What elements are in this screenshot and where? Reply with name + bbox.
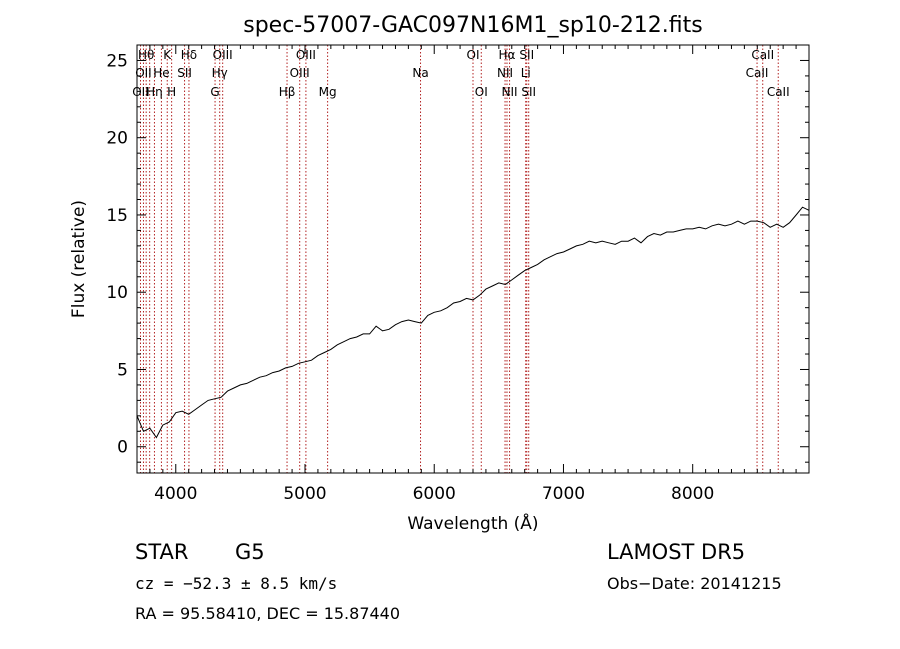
line-label-6: K <box>163 48 172 62</box>
object-subclass: G5 <box>235 540 265 564</box>
line-label-18: OI <box>467 48 480 62</box>
chart-title: spec-57007-GAC097N16M1_sp10-212.fits <box>243 13 703 38</box>
spectral-line-labels: OIIOIIHθHηHeKHSIIHδGHγOIIIHβOIIIOIIIMgNa… <box>132 48 789 99</box>
spectral-line-markers <box>139 45 779 473</box>
line-label-7: H <box>167 85 176 99</box>
y-tick-label-0: 0 <box>117 438 128 458</box>
x-tick-label-1: 5000 <box>283 484 326 504</box>
line-label-24: SII <box>519 48 534 62</box>
y-tick-label-5: 25 <box>106 51 128 71</box>
line-label-4: Hη <box>146 85 163 99</box>
y-tick-label-3: 15 <box>106 206 128 226</box>
line-label-22: NII <box>502 85 518 99</box>
x-tick-label-2: 6000 <box>413 484 456 504</box>
line-label-2: Hθ <box>138 48 154 62</box>
line-label-23: Li <box>521 66 531 80</box>
line-label-5: He <box>153 66 169 80</box>
redshift-velocity: cz = −52.3 ± 8.5 km/s <box>135 574 338 593</box>
y-tick-label-4: 20 <box>106 129 128 149</box>
x-tick-label-0: 4000 <box>154 484 197 504</box>
line-label-28: CaII <box>767 85 790 99</box>
line-label-14: OIII <box>290 66 310 80</box>
coordinates: RA = 95.58410, DEC = 15.87440 <box>135 604 401 623</box>
line-label-10: G <box>210 85 219 99</box>
line-label-19: OI <box>475 85 488 99</box>
x-axis-ticks: 4000 5000 6000 7000 8000 <box>136 45 810 504</box>
line-label-21: Hα <box>499 48 516 62</box>
line-label-17: Na <box>412 66 428 80</box>
y-tick-label-2: 10 <box>106 283 128 303</box>
line-label-25: SII <box>521 85 536 99</box>
line-label-0: OII <box>132 85 149 99</box>
x-tick-label-3: 7000 <box>542 484 585 504</box>
line-label-20: NII <box>497 66 513 80</box>
spectrum-series <box>136 206 810 439</box>
line-label-8: SII <box>177 66 192 80</box>
line-label-27: CaII <box>751 48 774 62</box>
y-axis-ticks: 0 5 10 15 20 25 <box>106 51 809 463</box>
x-axis-label: Wavelength (Å) <box>407 512 538 534</box>
line-label-15: OIII <box>296 48 316 62</box>
spectrum-line-0 <box>136 206 810 439</box>
line-label-26: CaII <box>746 66 769 80</box>
line-label-12: OIII <box>213 48 233 62</box>
x-tick-label-4: 8000 <box>671 484 714 504</box>
line-label-13: Hβ <box>279 85 296 99</box>
line-label-1: OII <box>135 66 152 80</box>
y-axis-label: Flux (relative) <box>69 200 89 318</box>
line-label-11: Hγ <box>212 66 228 80</box>
object-class: STAR <box>135 540 189 564</box>
y-tick-label-1: 5 <box>117 360 128 380</box>
line-label-16: Mg <box>319 85 337 99</box>
line-label-9: Hδ <box>181 48 197 62</box>
survey-name: LAMOST DR5 <box>607 540 746 564</box>
observation-date: Obs−Date: 20141215 <box>607 574 782 593</box>
